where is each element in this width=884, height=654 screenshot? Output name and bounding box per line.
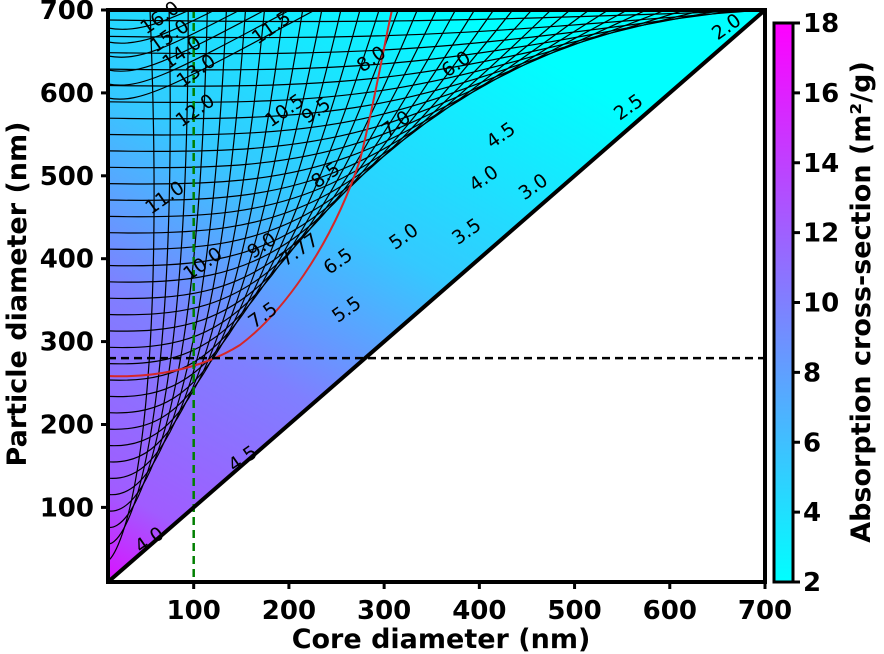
y-tick-label: 500 [40,162,94,192]
contour-line [108,10,685,104]
colorbar-ticks: 2 4 6 8 10 12 14 16 18 [793,9,839,598]
contour-line [108,10,723,71]
contour-line [108,10,171,545]
colorbar [772,21,795,584]
x-tick-label: 300 [357,596,411,626]
colorbar-tick-label: 16 [803,79,839,109]
contour-line [108,10,495,267]
contour-line [108,10,457,300]
y-axis-ticks: 100 200 300 400 500 600 700 [40,0,108,523]
highlight-contour-7-77 [108,10,393,378]
contour-line [108,10,765,23]
diagonal-boundary [106,8,767,584]
contour-line [108,10,266,72]
y-axis-label: Particle diameter (nm) [2,122,33,467]
contour-line [108,10,291,86]
x-axis-label: Core diameter (nm) [292,624,591,654]
x-axis-ticks: 100 200 300 400 500 600 700 [167,582,792,626]
contour-line [108,10,189,529]
x-tick-label: 600 [643,596,697,626]
contour-line [108,10,316,100]
contour-line [108,10,609,169]
colorbar-tick-label: 6 [803,428,821,458]
colorbar-tick-label: 14 [803,149,839,179]
contour-line [108,10,666,120]
y-tick-label: 200 [40,410,94,440]
contour-line [108,10,342,398]
contour-line [108,10,227,496]
x-tick-label: 500 [547,596,601,626]
contour-line [108,10,380,365]
x-tick-label: 200 [262,596,316,626]
contour-line [108,10,241,58]
contour-line [108,10,155,561]
contour-line [108,10,704,87]
x-tick-label: 700 [738,596,792,626]
contour-line [108,10,476,283]
colorbar-tick-label: 12 [803,219,839,249]
colorbar-tick-label: 8 [803,358,821,388]
contour-line [108,10,761,39]
colorbar-tick-label: 10 [803,289,839,319]
contour-line [108,10,742,55]
plot-frame [106,8,767,584]
contour-line [108,10,361,381]
colorbar-tick-label: 4 [803,498,821,528]
x-tick-label: 100 [167,596,221,626]
contour-line [108,10,266,463]
contour-line [108,10,191,30]
contour-line [108,10,247,479]
colorbar-label: Absorption cross-section (m²/g) [846,61,877,543]
contour-line [108,10,590,185]
y-tick-label: 100 [40,493,94,523]
contour-line [108,10,514,251]
y-tick-label: 700 [40,0,94,26]
contour-line [108,10,208,512]
y-tick-label: 600 [40,79,94,109]
contour-line [108,10,437,316]
contour-line [108,10,216,44]
y-tick-label: 300 [40,328,94,358]
x-tick-label: 400 [452,596,506,626]
colorbar-tick-label: 18 [803,9,839,39]
colorbar-tick-label: 2 [803,568,821,598]
y-tick-label: 400 [40,245,94,275]
contour-line [108,10,285,447]
contour-lines [108,10,765,561]
